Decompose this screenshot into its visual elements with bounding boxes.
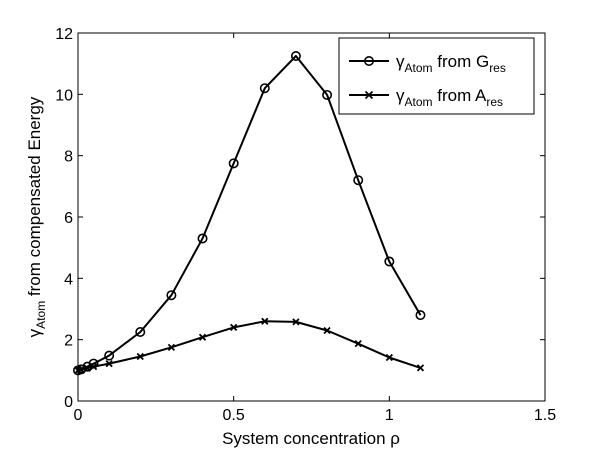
data-point-circle xyxy=(259,83,270,94)
legend-label-1-sub2: res xyxy=(489,61,506,75)
data-point-x xyxy=(323,326,331,335)
data-point-circle xyxy=(290,50,301,61)
data-point-circle xyxy=(104,350,115,361)
y-axis-title-rest: from compensated Energy xyxy=(25,96,44,301)
y-axis-title-sub: Atom xyxy=(34,301,48,329)
data-point-circle xyxy=(166,290,177,301)
x-tick-label: 1.5 xyxy=(534,407,556,424)
data-point-x xyxy=(230,323,238,332)
data-point-x xyxy=(385,353,393,362)
legend-box xyxy=(338,37,535,115)
x-tick-label: 0 xyxy=(74,407,83,424)
y-tick-label: 12 xyxy=(55,26,73,43)
x-tick-label: 1 xyxy=(385,407,394,424)
data-point-x xyxy=(261,317,269,325)
legend-marker-series-1 xyxy=(363,55,374,66)
legend-label-1-mid: from G xyxy=(433,52,490,71)
legend-label-2-mid: from A xyxy=(433,86,488,105)
y-axis-title-base: γ xyxy=(25,328,44,337)
data-point-x xyxy=(83,364,91,372)
legend-label-2-sub1: Atom xyxy=(405,95,433,109)
data-point-x xyxy=(77,366,85,374)
legend-label-2-base: γ xyxy=(396,86,405,105)
legend-label-series-1: γAtom from Gres xyxy=(396,52,506,75)
x-axis-title: System concentration ρ xyxy=(222,429,400,448)
legend: γAtom from Gres γAtom from Ares xyxy=(338,37,535,115)
data-point-x xyxy=(167,343,176,351)
data-point-circle xyxy=(415,310,426,321)
x-tick-label: 0.5 xyxy=(223,407,245,424)
data-point-circle xyxy=(353,175,364,186)
legend-label-2-sub2: res xyxy=(486,95,503,109)
data-point-circle xyxy=(197,233,208,244)
series-layer xyxy=(73,50,426,376)
data-point-x xyxy=(198,333,207,341)
data-point-circle xyxy=(384,256,395,267)
axis-ticks: 0 0.5 1 1.5 0 2 4 6 8 10 12 xyxy=(55,26,556,424)
legend-label-series-2: γAtom from Ares xyxy=(396,86,503,109)
y-tick-label: 2 xyxy=(64,333,73,350)
data-point-x xyxy=(354,340,362,348)
y-axis-title: γAtom from compensated Energy xyxy=(25,96,48,337)
y-tick-label: 4 xyxy=(64,271,73,288)
data-point-x xyxy=(105,359,113,368)
y-tick-label: 0 xyxy=(64,394,73,411)
data-point-x xyxy=(292,318,300,326)
y-tick-label: 10 xyxy=(55,87,73,104)
data-point-circle xyxy=(228,158,239,169)
data-point-circle xyxy=(322,89,333,100)
legend-label-1-base: γ xyxy=(396,52,405,71)
data-point-x xyxy=(89,363,98,371)
data-point-x xyxy=(136,352,144,361)
legend-marker-series-2 xyxy=(364,90,374,100)
data-point-x xyxy=(416,364,425,372)
y-tick-label: 8 xyxy=(64,149,73,166)
data-point-circle xyxy=(135,326,146,337)
y-tick-label: 6 xyxy=(64,210,73,227)
legend-label-1-sub1: Atom xyxy=(405,61,433,75)
